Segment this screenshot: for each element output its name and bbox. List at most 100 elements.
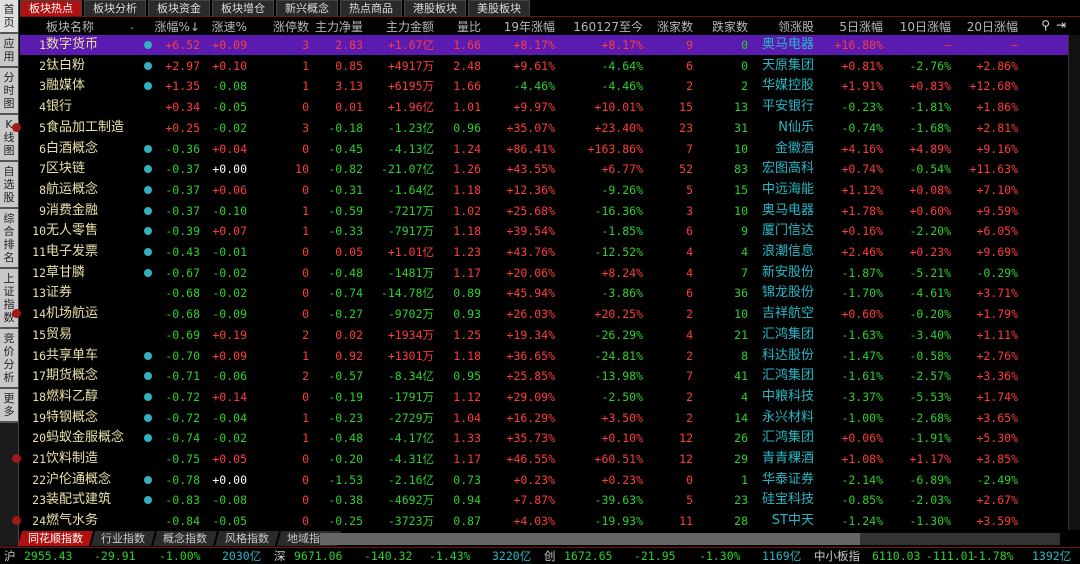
leading-stock[interactable]: 中远海能 bbox=[761, 181, 814, 197]
header-ups[interactable]: 涨家数 bbox=[656, 20, 693, 34]
plus-icon[interactable] bbox=[144, 41, 152, 49]
sector-name[interactable]: 贸易 bbox=[46, 326, 73, 342]
sidebar-tab[interactable]: 竞价分析 bbox=[0, 329, 18, 389]
leading-stock[interactable]: 宏图高科 bbox=[761, 161, 814, 177]
table-row[interactable]: 20 蚂蚁金服概念 -0.74 -0.02 1 -0.48 -4.17亿 1.33 +35.73… bbox=[20, 428, 1068, 448]
sidebar-tab[interactable]: 自选股 bbox=[0, 162, 18, 209]
tab-3[interactable]: 板块增仓 bbox=[212, 0, 274, 16]
sector-name[interactable]: 特钢概念 bbox=[46, 409, 99, 425]
leading-stock[interactable]: 天原集团 bbox=[761, 57, 814, 73]
header-y19[interactable]: 19年涨幅 bbox=[503, 20, 555, 34]
header-d10[interactable]: 10日涨幅 bbox=[899, 20, 951, 34]
plus-icon[interactable] bbox=[144, 392, 152, 401]
sector-name[interactable]: 共享单车 bbox=[46, 347, 99, 363]
table-row[interactable]: 21 饮料制造 -0.75 +0.05 0 -0.20 -4.31亿 1.17 +46.55% +… bbox=[12, 449, 1068, 469]
index-label[interactable]: 沪 bbox=[4, 549, 16, 563]
plus-icon[interactable] bbox=[144, 82, 152, 91]
plus-icon[interactable] bbox=[144, 165, 152, 174]
sector-name[interactable]: 食品加工制造 bbox=[46, 119, 125, 135]
table-row[interactable]: 7 区块链 -0.37 +0.00 10 -0.82 -21.07亿 1.26 +43.55% +… bbox=[20, 159, 1068, 179]
tab-6[interactable]: 港股板块 bbox=[404, 0, 466, 16]
sector-name[interactable]: 证券 bbox=[46, 285, 73, 301]
index-tab[interactable]: 同花顺指数 bbox=[17, 531, 94, 546]
vertical-scrollbar[interactable] bbox=[1068, 35, 1080, 530]
leading-stock[interactable]: 奥马电器 bbox=[761, 37, 814, 52]
sector-name[interactable]: 消费金融 bbox=[46, 202, 99, 218]
leading-stock[interactable]: 厦门信达 bbox=[761, 223, 814, 239]
table-row[interactable]: 22 沪伦通概念 -0.78 +0.00 0 -1.53 -2.16亿 0.73 +0.23% +… bbox=[20, 470, 1068, 490]
leading-stock[interactable]: N仙乐 bbox=[778, 119, 814, 135]
tab-7[interactable]: 美股板块 bbox=[468, 0, 530, 16]
table-row[interactable]: 18 燃料乙醇 -0.72 +0.14 0 -0.19 -1791万 1.12 +29.09% -… bbox=[20, 387, 1068, 407]
sector-name[interactable]: 机场航运 bbox=[46, 306, 99, 322]
index-label[interactable]: 深 bbox=[274, 549, 286, 563]
plus-icon[interactable] bbox=[144, 434, 152, 443]
leading-stock[interactable]: 华泰证券 bbox=[761, 471, 814, 487]
table-row[interactable]: 1 数字货币 +6.52 +0.09 3 2.83 +1.67亿 1.66 +8.17% +8.1… bbox=[20, 35, 1068, 55]
plus-icon[interactable] bbox=[144, 61, 152, 70]
header-leader[interactable]: 领涨股 bbox=[777, 20, 814, 34]
leading-stock[interactable]: 吉祥航空 bbox=[761, 306, 814, 322]
sector-name[interactable]: 饮料制造 bbox=[46, 451, 99, 466]
tab-4[interactable]: 新兴概念 bbox=[276, 0, 338, 16]
plus-icon[interactable] bbox=[144, 475, 152, 484]
plus-icon[interactable] bbox=[144, 248, 152, 256]
index-tab[interactable]: 概念指数 bbox=[152, 531, 218, 546]
header-downs[interactable]: 跌家数 bbox=[711, 20, 748, 34]
table-row[interactable]: 14 机场航运 -0.68 -0.09 0 -0.27 -9702万 0.93 +26.03% +… bbox=[12, 304, 1068, 324]
leading-stock[interactable]: 新安股份 bbox=[761, 264, 814, 280]
index-label[interactable]: 创 bbox=[544, 549, 556, 563]
sector-name[interactable]: 航运概念 bbox=[46, 181, 99, 197]
sector-name[interactable]: 燃气水务 bbox=[46, 513, 99, 529]
plus-icon[interactable] bbox=[144, 351, 152, 360]
plus-icon[interactable] bbox=[144, 144, 152, 153]
table-row[interactable]: 24 燃气水务 -0.84 -0.05 0 -0.25 -3723万 0.87 +4.03% -1… bbox=[12, 511, 1068, 531]
plus-icon[interactable] bbox=[144, 227, 152, 236]
table-row[interactable]: 5 食品加工制造 +0.25 -0.02 3 -0.18 -1.23亿 0.96 +35.07%… bbox=[12, 118, 1068, 138]
sidebar-tab[interactable]: 更多 bbox=[0, 389, 18, 423]
header-since[interactable]: 160127至今 bbox=[573, 20, 643, 34]
leading-stock[interactable]: 浪潮信息 bbox=[761, 244, 814, 259]
collapse-arrow-icon[interactable]: ⇥ bbox=[1055, 18, 1066, 32]
leading-stock[interactable]: 中粮科技 bbox=[761, 388, 814, 404]
sector-name[interactable]: 沪伦通概念 bbox=[46, 471, 112, 487]
index-label[interactable]: 中小板指 bbox=[814, 549, 860, 563]
leading-stock[interactable]: 汇鸿集团 bbox=[761, 430, 814, 446]
table-row[interactable]: 15 贸易 -0.69 +0.19 2 0.02 +1934万 1.25 +19.34% -26.… bbox=[20, 325, 1068, 345]
sector-name[interactable]: 数字货币 bbox=[46, 37, 99, 52]
header-d5[interactable]: 5日涨幅 bbox=[839, 20, 883, 34]
header-amount[interactable]: 主力金额 bbox=[385, 20, 434, 34]
plus-icon[interactable] bbox=[144, 185, 152, 194]
table-row[interactable]: 2 钛白粉 +2.97 +0.10 1 0.85 +4917万 2.48 +9.61% -4.64… bbox=[20, 56, 1068, 76]
sector-name[interactable]: 融媒体 bbox=[46, 78, 86, 94]
leading-stock[interactable]: 奥马电器 bbox=[761, 202, 814, 218]
table-row[interactable]: 4 银行 +0.34 -0.05 0 0.01 +1.96亿 1.01 +9.97% +10.01… bbox=[20, 97, 1068, 117]
sidebar-tab[interactable]: 首页 bbox=[0, 0, 18, 34]
sector-name[interactable]: 装配式建筑 bbox=[46, 492, 112, 508]
table-row[interactable]: 8 航运概念 -0.37 +0.06 0 -0.31 -1.64亿 1.18 +12.36% -9… bbox=[20, 180, 1068, 200]
plus-icon[interactable] bbox=[144, 413, 152, 422]
sector-name[interactable]: 燃料乙醇 bbox=[46, 388, 99, 404]
leading-stock[interactable]: 锦龙股份 bbox=[761, 285, 814, 301]
tab-2[interactable]: 板块资金 bbox=[148, 0, 210, 16]
scrollbar-thumb[interactable] bbox=[320, 533, 860, 545]
table-row[interactable]: 13 证券 -0.68 -0.02 0 -0.74 -14.78亿 0.89 +45.94% -3… bbox=[20, 283, 1068, 303]
table-row[interactable]: 3 融媒体 +1.35 -0.08 1 3.13 +6195万 1.66 -4.46% -4.46… bbox=[20, 76, 1068, 96]
sector-name[interactable]: 草甘膦 bbox=[46, 264, 86, 280]
leading-stock[interactable]: ST中天 bbox=[771, 513, 814, 529]
header-ratio[interactable]: 量比 bbox=[456, 20, 481, 34]
tab-0[interactable]: 板块热点 bbox=[20, 0, 82, 16]
leading-stock[interactable]: 青青稞酒 bbox=[761, 451, 814, 466]
header-chg[interactable]: 涨幅%↓ bbox=[154, 20, 200, 34]
sector-name[interactable]: 区块链 bbox=[46, 161, 86, 177]
leading-stock[interactable]: 汇鸿集团 bbox=[761, 368, 814, 384]
table-row[interactable]: 17 期货概念 -0.71 -0.06 2 -0.57 -8.34亿 0.95 +25.85% -… bbox=[20, 366, 1068, 386]
horizontal-scrollbar[interactable] bbox=[320, 533, 1060, 545]
header-speed[interactable]: 涨速% bbox=[211, 20, 247, 34]
table-row[interactable]: 16 共享单车 -0.70 +0.09 1 0.92 +1301万 1.18 +36.65% -2… bbox=[20, 346, 1068, 366]
table-row[interactable]: 6 白酒概念 -0.36 +0.04 0 -0.45 -4.13亿 1.24 +86.41% +1… bbox=[20, 139, 1068, 159]
search-icon[interactable]: ⚲ bbox=[1041, 18, 1050, 32]
table-row[interactable]: 11 电子发票 -0.43 -0.01 0 0.05 +1.01亿 1.23 +43.76% -1… bbox=[20, 242, 1068, 262]
sector-name[interactable]: 无人零售 bbox=[46, 223, 99, 239]
sidebar-tab[interactable]: 上证指数 bbox=[0, 269, 18, 329]
